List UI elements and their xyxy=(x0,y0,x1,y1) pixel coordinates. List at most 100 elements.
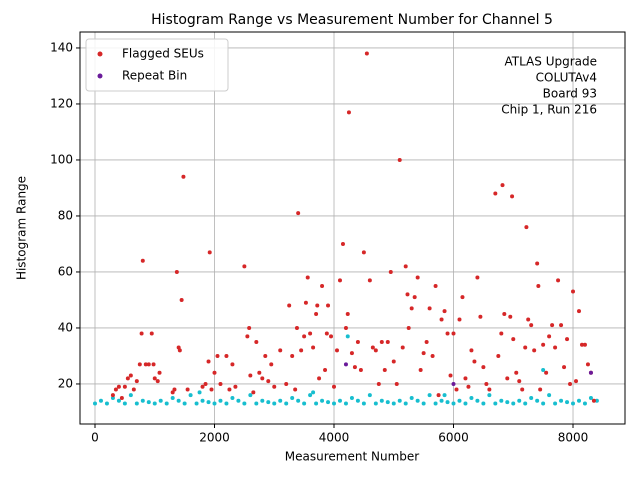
point xyxy=(400,345,405,350)
point xyxy=(517,398,522,403)
point xyxy=(394,381,399,386)
point xyxy=(110,393,115,398)
point xyxy=(439,398,444,403)
point xyxy=(260,376,265,381)
point xyxy=(524,225,529,230)
point xyxy=(547,334,552,339)
point xyxy=(358,367,363,372)
point xyxy=(433,401,438,406)
point xyxy=(224,401,229,406)
point xyxy=(553,345,558,350)
point xyxy=(469,395,474,400)
point xyxy=(152,401,157,406)
point xyxy=(290,395,295,400)
point xyxy=(260,398,265,403)
point xyxy=(541,367,546,372)
point xyxy=(174,269,179,274)
chart-title: Histogram Range vs Measurement Number fo… xyxy=(151,12,553,28)
point xyxy=(134,379,139,384)
point xyxy=(345,311,350,316)
point xyxy=(128,373,133,378)
point xyxy=(397,398,402,403)
x-tick-label: 8000 xyxy=(558,431,589,445)
point xyxy=(343,401,348,406)
point xyxy=(349,395,354,400)
point xyxy=(550,323,555,328)
point xyxy=(122,401,127,406)
point xyxy=(203,381,208,386)
point xyxy=(320,398,325,403)
point xyxy=(481,365,486,370)
point xyxy=(251,390,256,395)
point xyxy=(529,323,534,328)
point xyxy=(134,401,139,406)
point xyxy=(574,379,579,384)
point xyxy=(391,359,396,364)
point xyxy=(487,387,492,392)
point xyxy=(308,331,313,336)
point xyxy=(254,401,259,406)
point xyxy=(185,387,190,392)
point xyxy=(565,400,570,405)
point xyxy=(209,387,214,392)
point xyxy=(505,376,510,381)
point xyxy=(149,331,154,336)
point xyxy=(326,400,331,405)
point xyxy=(591,398,596,403)
annotation: Board 93 xyxy=(543,87,597,101)
point xyxy=(576,398,581,403)
point xyxy=(170,395,175,400)
point xyxy=(296,211,301,216)
point xyxy=(457,317,462,322)
point xyxy=(391,401,396,406)
point xyxy=(594,398,599,403)
point xyxy=(272,384,277,389)
point xyxy=(500,183,505,188)
x-tick-label: 6000 xyxy=(438,431,469,445)
point xyxy=(181,174,186,179)
y-tick-label: 100 xyxy=(50,152,73,166)
point xyxy=(559,323,564,328)
legend-label: Repeat Bin xyxy=(122,69,187,83)
point xyxy=(177,348,182,353)
point xyxy=(430,353,435,358)
point xyxy=(343,362,348,367)
point xyxy=(588,370,593,375)
point xyxy=(345,334,350,339)
point xyxy=(418,367,423,372)
point xyxy=(302,401,307,406)
point xyxy=(475,275,480,280)
point xyxy=(505,400,510,405)
point xyxy=(571,289,576,294)
point xyxy=(536,283,541,288)
point xyxy=(466,384,471,389)
point xyxy=(200,398,205,403)
point xyxy=(230,362,235,367)
point xyxy=(361,250,366,255)
point xyxy=(361,401,366,406)
point xyxy=(502,311,507,316)
point xyxy=(382,367,387,372)
point xyxy=(116,384,121,389)
point xyxy=(565,337,570,342)
point xyxy=(311,390,316,395)
point xyxy=(559,398,564,403)
point xyxy=(92,401,97,406)
point xyxy=(176,398,181,403)
y-tick-label: 20 xyxy=(58,376,73,390)
x-tick-label: 2000 xyxy=(199,431,230,445)
point xyxy=(143,362,148,367)
point xyxy=(320,283,325,288)
point xyxy=(299,348,304,353)
point xyxy=(436,393,441,398)
point xyxy=(247,325,252,330)
point xyxy=(137,362,142,367)
point xyxy=(257,370,262,375)
annotation: ATLAS Upgrade xyxy=(504,55,597,69)
point xyxy=(547,393,552,398)
point xyxy=(329,334,334,339)
point xyxy=(182,401,187,406)
y-axis-label: Histogram Range xyxy=(15,176,29,280)
point xyxy=(460,295,465,300)
point xyxy=(248,373,253,378)
